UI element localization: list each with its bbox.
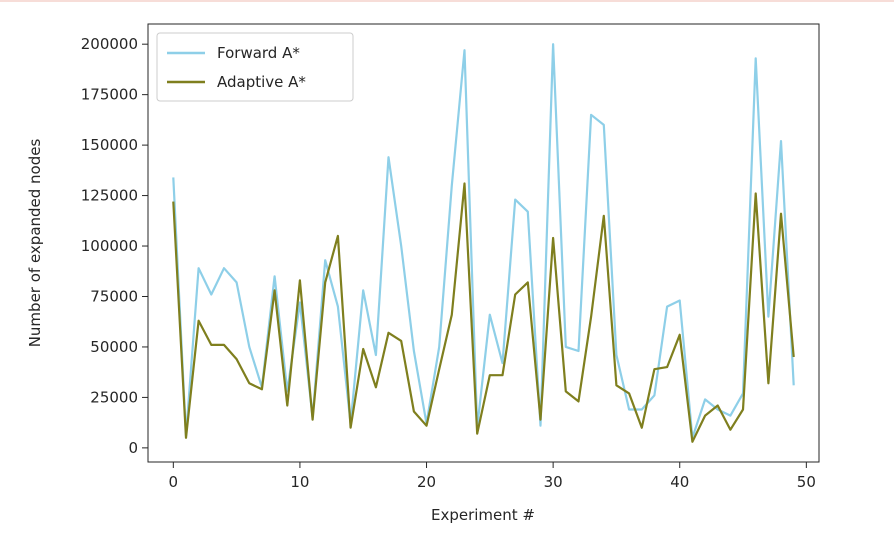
series-line-adaptive (172, 182, 795, 443)
x-axis-label: Experiment # (431, 506, 535, 524)
y-tick-label: 50000 (90, 338, 138, 356)
y-tick-label: 25000 (90, 388, 138, 406)
legend-box (156, 32, 354, 102)
y-tick-label: 125000 (81, 187, 138, 205)
legend-label-adaptive: Adaptive A* (217, 73, 306, 91)
x-tick-label: 10 (290, 473, 309, 491)
y-axis-ticks: 0 25000 50000 75000 100000 125000 150000 175000… (81, 35, 148, 457)
x-axis-ticks: 0 10 20 30 40 50 (169, 462, 816, 491)
x-tick-label: 20 (417, 473, 436, 491)
legend: Forward A* Adaptive A* (156, 32, 354, 102)
y-tick-label: 100000 (81, 237, 138, 255)
y-tick-label: 0 (128, 439, 138, 457)
plot-frame (147, 23, 820, 463)
y-tick-label: 175000 (81, 86, 138, 104)
y-tick-label: 75000 (90, 287, 138, 305)
x-tick-label: 50 (797, 473, 816, 491)
x-tick-label: 30 (544, 473, 563, 491)
y-tick-label: 200000 (81, 35, 138, 53)
series-lines (172, 43, 795, 443)
y-axis-label: Number of expanded nodes (26, 139, 44, 348)
top-accent-strip (0, 0, 894, 2)
series-line-forward (172, 43, 795, 439)
legend-label-forward: Forward A* (217, 44, 300, 62)
x-tick-label: 40 (670, 473, 689, 491)
x-tick-label: 0 (169, 473, 179, 491)
y-tick-label: 150000 (81, 136, 138, 154)
